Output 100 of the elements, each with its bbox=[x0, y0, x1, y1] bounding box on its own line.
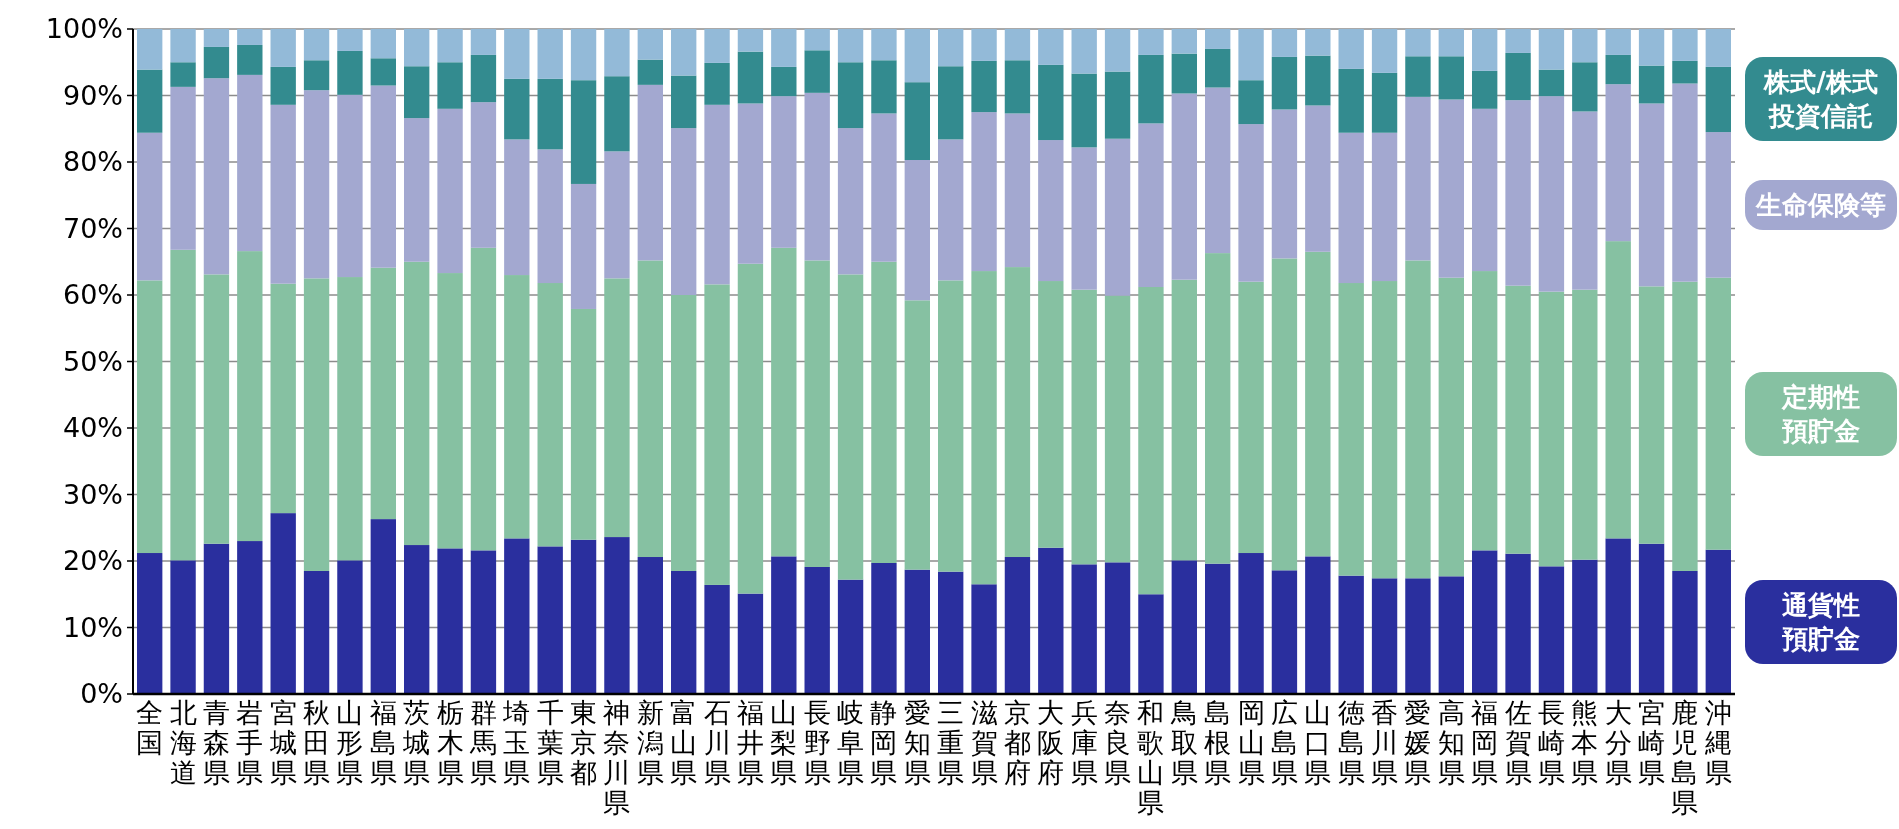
bar bbox=[203, 78, 230, 275]
x-tick-label: 宮崎県 bbox=[1637, 697, 1666, 788]
bar bbox=[1472, 108, 1498, 272]
bar bbox=[370, 85, 396, 268]
bar bbox=[938, 280, 964, 572]
x-tick-label: 千葉県 bbox=[536, 697, 565, 788]
bar bbox=[1238, 29, 1264, 81]
bar bbox=[1672, 60, 1698, 84]
bar bbox=[1371, 132, 1398, 282]
series-label: 生命保険等 bbox=[1756, 188, 1886, 222]
bar bbox=[537, 149, 563, 284]
bar bbox=[370, 58, 396, 86]
bar bbox=[1271, 109, 1298, 259]
series-label: 通貨性預貯金 bbox=[1781, 588, 1861, 656]
bar bbox=[837, 128, 864, 275]
bar bbox=[1672, 281, 1698, 571]
x-tick-label: 山梨県 bbox=[769, 697, 798, 788]
x-tick-label: 岡山県 bbox=[1237, 697, 1266, 788]
bar bbox=[437, 548, 463, 694]
bar bbox=[671, 295, 697, 571]
bar bbox=[237, 74, 263, 252]
bar bbox=[1705, 132, 1731, 278]
bar bbox=[1071, 147, 1097, 290]
bar bbox=[303, 60, 330, 91]
x-tick-label: 鳥取県 bbox=[1170, 697, 1199, 788]
bar bbox=[1338, 132, 1364, 284]
bar bbox=[671, 75, 697, 129]
bar bbox=[404, 66, 430, 119]
bar bbox=[1338, 68, 1364, 133]
bar bbox=[1138, 287, 1164, 595]
x-tick-label: 東京都 bbox=[569, 697, 598, 788]
bar bbox=[771, 556, 797, 694]
bar bbox=[1205, 563, 1231, 694]
bar bbox=[1305, 251, 1331, 557]
bar bbox=[804, 50, 830, 93]
bar bbox=[1538, 69, 1565, 97]
bar bbox=[1305, 556, 1331, 694]
bar bbox=[904, 29, 930, 83]
x-tick-label: 青森県 bbox=[202, 697, 231, 788]
bar bbox=[871, 113, 897, 262]
bar bbox=[904, 569, 930, 694]
bar bbox=[303, 29, 330, 61]
x-tick-label: 新潟県 bbox=[636, 697, 665, 788]
bar bbox=[1305, 55, 1331, 106]
x-tick-label: 岩手県 bbox=[235, 697, 264, 788]
bar bbox=[1171, 560, 1197, 694]
bar bbox=[1371, 72, 1398, 133]
bar bbox=[370, 29, 396, 59]
bar bbox=[1171, 53, 1197, 94]
bar bbox=[704, 284, 730, 585]
bar bbox=[203, 29, 230, 47]
bar bbox=[637, 260, 663, 558]
x-tick-label: 広島県 bbox=[1270, 697, 1299, 788]
bar bbox=[1705, 66, 1731, 133]
bar bbox=[137, 132, 163, 281]
bar bbox=[270, 283, 296, 514]
bar bbox=[170, 560, 196, 694]
bar bbox=[1004, 557, 1031, 694]
bar bbox=[1438, 29, 1464, 57]
bar bbox=[537, 546, 563, 694]
bar bbox=[370, 267, 396, 520]
bar bbox=[1405, 56, 1431, 97]
y-tick-label: 30% bbox=[62, 478, 123, 510]
bar bbox=[1672, 83, 1698, 282]
x-tick-label: 栃木県 bbox=[436, 697, 465, 788]
bar bbox=[971, 29, 997, 61]
bar bbox=[1472, 271, 1498, 551]
bar bbox=[404, 261, 430, 546]
bar bbox=[1038, 547, 1064, 694]
y-tick-label: 10% bbox=[62, 611, 123, 643]
bar bbox=[837, 579, 864, 694]
bar bbox=[270, 29, 296, 67]
bar bbox=[337, 277, 363, 561]
bar bbox=[1505, 52, 1531, 101]
x-tick-label: 静岡県 bbox=[869, 697, 898, 788]
x-tick-label: 奈良県 bbox=[1103, 697, 1132, 788]
x-tick-label: 愛媛県 bbox=[1403, 697, 1432, 788]
bar bbox=[537, 29, 563, 79]
bar bbox=[871, 563, 897, 694]
bar bbox=[1138, 29, 1164, 55]
x-tick-label: 香川県 bbox=[1370, 697, 1399, 788]
bar bbox=[303, 278, 330, 571]
bar bbox=[404, 545, 430, 694]
bar bbox=[737, 29, 764, 52]
bar bbox=[1071, 29, 1097, 74]
bar bbox=[1605, 84, 1631, 242]
bar bbox=[170, 86, 196, 250]
bar bbox=[938, 29, 964, 67]
bar bbox=[237, 541, 263, 694]
x-tick-label: 石川県 bbox=[703, 697, 732, 788]
y-tick-label: 80% bbox=[62, 146, 123, 177]
x-tick-label: 福島県 bbox=[369, 697, 398, 788]
x-tick-label: 山形県 bbox=[335, 697, 364, 788]
bar bbox=[437, 62, 463, 109]
bar bbox=[1205, 29, 1231, 49]
bar bbox=[1271, 29, 1298, 57]
bar bbox=[137, 553, 163, 694]
x-tick-label: 京都府 bbox=[1003, 697, 1032, 788]
x-tick-label: 神奈川県 bbox=[602, 697, 631, 818]
bar bbox=[1038, 29, 1064, 65]
